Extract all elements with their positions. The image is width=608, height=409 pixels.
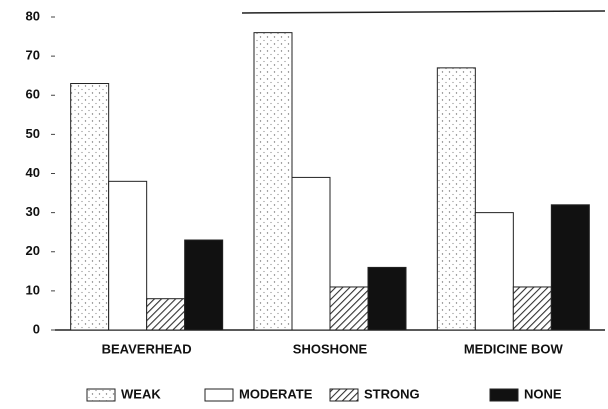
y-tick-label: 50 xyxy=(26,126,40,141)
y-tick-label: 40 xyxy=(26,165,40,180)
bar xyxy=(184,239,224,331)
y-tick-label: 20 xyxy=(26,243,40,258)
bar xyxy=(108,180,148,331)
x-tick-label: SHOSHONE xyxy=(293,341,368,356)
legend-swatch xyxy=(489,388,519,402)
bar xyxy=(550,204,590,331)
y-tick-label: 0 xyxy=(33,321,40,336)
bar xyxy=(512,286,552,331)
y-tick-label: 10 xyxy=(26,282,40,297)
bar xyxy=(474,212,514,331)
border-line xyxy=(241,10,606,14)
y-tick-label: 30 xyxy=(26,204,40,219)
legend-swatch xyxy=(86,388,116,402)
legend-label: STRONG xyxy=(364,386,420,401)
bar xyxy=(146,298,186,331)
bar xyxy=(436,67,476,331)
legend-label: WEAK xyxy=(121,386,161,401)
bar xyxy=(253,32,293,331)
bar xyxy=(367,266,407,331)
y-tick-label: 80 xyxy=(26,8,40,23)
y-tick-label: 60 xyxy=(26,87,40,102)
bar xyxy=(291,176,331,331)
x-tick-label: BEAVERHEAD xyxy=(102,341,192,356)
legend-swatch xyxy=(329,388,359,402)
bar xyxy=(329,286,369,331)
x-tick-label: MEDICINE BOW xyxy=(464,341,564,356)
legend-label: NONE xyxy=(524,386,562,401)
legend-swatch xyxy=(204,388,234,402)
bar xyxy=(70,83,110,331)
legend-label: MODERATE xyxy=(239,386,313,401)
y-tick-label: 70 xyxy=(26,48,40,63)
